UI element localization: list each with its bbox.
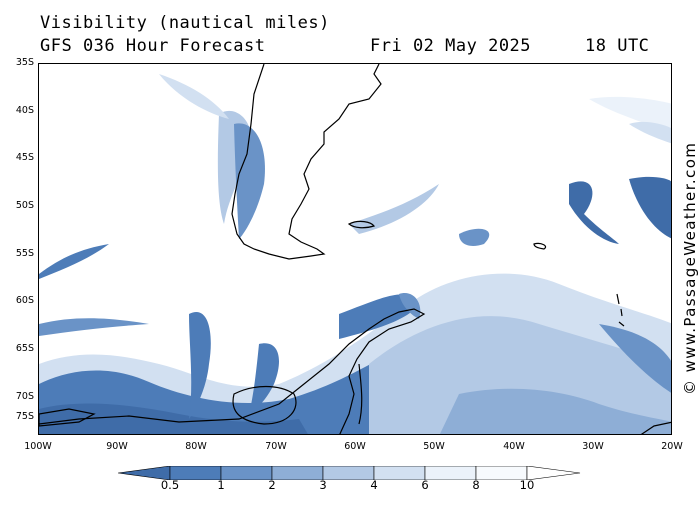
lat-label-55s: 55S <box>15 248 34 259</box>
forecast-model: GFS 036 Hour Forecast <box>40 36 266 56</box>
map-title: Visibility (nautical miles) <box>40 13 330 33</box>
lon-label-100w: 100W <box>24 441 52 452</box>
legend-label-3: 3 <box>319 478 327 492</box>
legend-colorbar <box>118 466 581 480</box>
legend-label-8: 8 <box>472 478 480 492</box>
legend-label-0-5: 0.5 <box>160 478 180 492</box>
lat-label-45s: 45S <box>15 152 34 163</box>
lon-label-60w: 60W <box>344 441 366 452</box>
lat-label-40s: 40S <box>15 105 34 116</box>
visibility-map <box>38 63 672 435</box>
lat-label-70s: 70S <box>15 391 34 402</box>
coastlines <box>39 64 671 434</box>
legend-swatch-gt10 <box>526 466 581 480</box>
lon-label-90w: 90W <box>106 441 128 452</box>
map-canvas <box>39 64 671 434</box>
forecast-time: 18 UTC <box>585 36 650 56</box>
lon-label-80w: 80W <box>185 441 207 452</box>
legend-label-4: 4 <box>370 478 378 492</box>
lat-label-50s: 50S <box>15 200 34 211</box>
forecast-date: Fri 02 May 2025 <box>370 36 532 56</box>
legend-swatch-4-6 <box>373 466 426 480</box>
legend-swatch-1-2 <box>220 466 273 480</box>
lat-label-75s: 75S <box>15 411 34 422</box>
lat-label-35s: 35S <box>15 57 34 68</box>
legend-label-6: 6 <box>421 478 429 492</box>
lon-label-20w: 20W <box>661 441 683 452</box>
legend-swatch-6-8 <box>424 466 477 480</box>
lat-label-60s: 60S <box>15 295 34 306</box>
lon-label-30w: 30W <box>582 441 604 452</box>
lon-label-40w: 40W <box>503 441 525 452</box>
lon-label-70w: 70W <box>265 441 287 452</box>
legend-swatch-3-4 <box>322 466 375 480</box>
lon-label-50w: 50W <box>423 441 445 452</box>
visibility-legend: 0.5 1 2 3 4 6 8 10 <box>118 466 584 516</box>
legend-swatch-2-3 <box>271 466 324 480</box>
lat-label-65s: 65S <box>15 343 34 354</box>
legend-label-10: 10 <box>519 478 535 492</box>
legend-label-2: 2 <box>268 478 276 492</box>
visibility-field <box>39 74 671 434</box>
legend-label-1: 1 <box>217 478 225 492</box>
passageweather-watermark: © www.PassageWeather.com <box>681 141 699 395</box>
